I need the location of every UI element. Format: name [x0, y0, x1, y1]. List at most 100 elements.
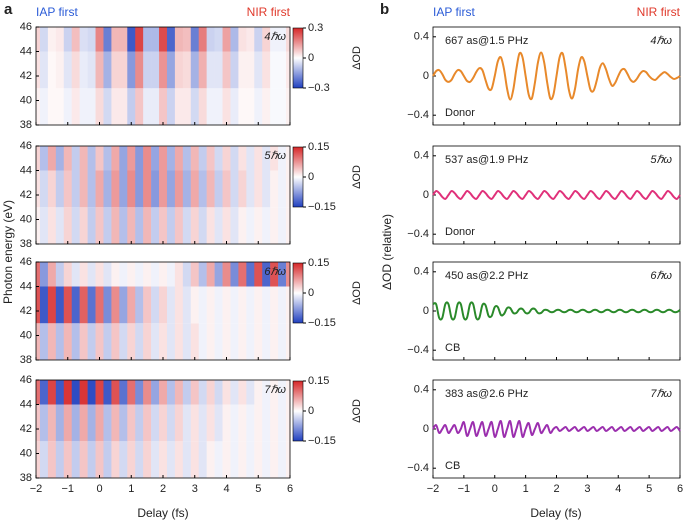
colorbar-tick-label: 0.15 [308, 257, 329, 269]
heatmap-cell [55, 404, 65, 442]
heatmap-cell [119, 404, 128, 442]
heatmap-cell [206, 323, 215, 360]
heatmap-cell [286, 286, 291, 324]
heatmap-cell [47, 146, 57, 171]
heatmap-cell [63, 262, 73, 287]
heatmap-cell [55, 262, 65, 287]
heatmap-cell [174, 404, 184, 442]
heatmap-cell [159, 404, 168, 442]
heatmap-cell [278, 88, 287, 125]
y-tick-label: 42 [20, 305, 32, 317]
heatmap-cell [238, 146, 247, 171]
heatmap-cell [166, 170, 176, 208]
heatmap-cell [262, 286, 271, 324]
heatmap-cell [47, 27, 57, 52]
heatmap-cell [87, 441, 96, 478]
heatmap-cell [135, 146, 144, 171]
heatmap-cell [39, 404, 49, 442]
heatmap-cell [214, 88, 223, 125]
heatmap-cell [222, 286, 231, 324]
heatmap-cell [270, 323, 279, 360]
heatmap-cell [278, 404, 287, 442]
heatmap-cell [63, 323, 73, 360]
heatmap-cell [63, 51, 73, 89]
heatmap-cell [230, 323, 239, 360]
y-tick-label: 40 [20, 213, 32, 225]
heatmap-cell [87, 262, 96, 287]
heatmap-cell [190, 146, 200, 171]
heatmap-cell [71, 170, 80, 208]
heatmap-cell [135, 323, 144, 360]
heatmap-cell [246, 170, 255, 208]
heatmap-cell [190, 262, 200, 287]
y-tick-label: 0 [423, 189, 429, 201]
heatmap-cell [111, 27, 120, 52]
heatmap-cell [159, 380, 168, 405]
heatmap-cell [87, 51, 96, 89]
heatmap-cell [174, 441, 184, 478]
state-label: CB [445, 460, 460, 472]
heatmap-cell [95, 323, 104, 360]
heatmap-cell [270, 51, 279, 89]
heatmap-cell [238, 404, 247, 442]
heatmap-cell [111, 51, 120, 89]
heatmap-cell [103, 27, 112, 52]
heatmap-cell [95, 286, 104, 324]
heatmap-cell [127, 88, 136, 125]
heatmap-cell [190, 286, 200, 324]
heatmap-cell [103, 441, 112, 478]
heatmap-cell [63, 441, 73, 478]
heatmap-cell [198, 404, 207, 442]
heatmap-cell [36, 286, 41, 324]
x-tick-label: 2 [553, 483, 559, 495]
heatmap-cell [36, 262, 41, 287]
heatmap-cell [198, 262, 207, 287]
heatmap-cell [135, 404, 144, 442]
heatmap-cell [198, 170, 207, 208]
heatmap-cell [246, 51, 255, 89]
heatmap-cell [278, 323, 287, 360]
y-tick-label: 44 [20, 398, 32, 410]
column-header: NIR first [637, 5, 681, 19]
x-tick-label: 6 [287, 483, 293, 495]
heatmap-cell [286, 323, 291, 360]
heatmap-cell [36, 207, 41, 244]
heatmap-cell [39, 380, 49, 405]
heatmap-cell [190, 88, 200, 125]
colorbar-tick-label: 0 [308, 171, 314, 183]
heatmap-cell [262, 146, 271, 171]
panel-label: b [380, 1, 389, 18]
heatmap-cell [230, 170, 239, 208]
colorbar-label: ΔOD [351, 165, 363, 189]
heatmap-cell [238, 380, 247, 405]
x-tick-label: 5 [255, 483, 261, 495]
y-tick-label: 44 [20, 45, 32, 57]
heatmap-cell [214, 286, 223, 324]
heatmap-cell [246, 323, 255, 360]
y-tick-label: −0.4 [407, 109, 429, 121]
heatmap-cell [95, 404, 104, 442]
heatmap-cell [127, 146, 136, 171]
heatmap-cell [79, 207, 88, 244]
heatmap-cell [238, 207, 247, 244]
heatmap-cell [127, 286, 136, 324]
heatmap-cell [182, 146, 192, 171]
heatmap-cell [55, 146, 65, 171]
heatmap-cell [95, 380, 104, 405]
state-label: Donor [445, 226, 475, 238]
heatmap-cell [103, 51, 112, 89]
heatmap-cell [103, 323, 112, 360]
heatmap-cell [151, 404, 160, 442]
heatmap-cell [214, 441, 223, 478]
x-tick-label: −1 [458, 483, 471, 495]
heatmap-cell [95, 51, 104, 89]
heatmap-cell [182, 441, 192, 478]
heatmap-cell [214, 170, 223, 208]
y-axis-label: ΔOD (relative) [380, 214, 394, 290]
colorbar-label: ΔOD [351, 281, 363, 305]
heatmap-cell [103, 262, 112, 287]
heatmap-cell [159, 207, 168, 244]
colorbar-tick-label: −0.15 [308, 435, 336, 447]
heatmap-cell [262, 27, 271, 52]
heatmap-cell [206, 441, 215, 478]
